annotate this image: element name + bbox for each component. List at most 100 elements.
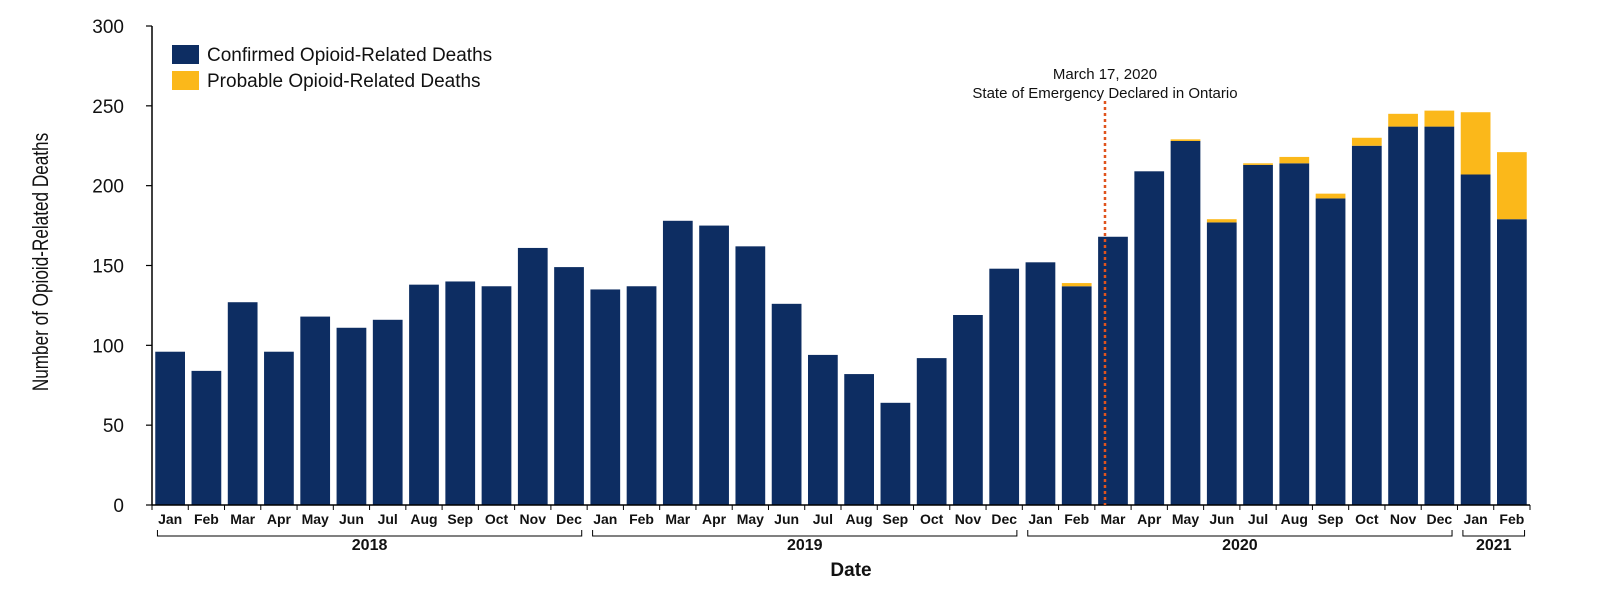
x-tick-label: Jul [1248, 511, 1268, 527]
bar-confirmed-25 [1061, 286, 1092, 505]
bars-layer [155, 110, 1527, 506]
bar-confirmed-0 [155, 351, 185, 505]
x-tick-label: Aug [846, 511, 873, 527]
x-tick-label: Dec [1426, 511, 1452, 527]
x-tick-label: Feb [629, 511, 654, 527]
x-tick-label: Jan [593, 511, 617, 527]
year-bracket [156, 530, 583, 537]
y-ticks: 0 50 100 150 200 250 300 [92, 17, 152, 517]
bar-confirmed-34 [1388, 126, 1418, 505]
x-tick-label: May [737, 511, 764, 527]
year-label: 2020 [1222, 537, 1258, 554]
x-tick-label: Apr [267, 511, 292, 527]
bar-confirmed-15 [699, 225, 729, 505]
legend: Confirmed Opioid-Related Deaths Probable… [172, 45, 492, 92]
bar-confirmed-27 [1134, 171, 1165, 506]
x-tick-label: Sep [447, 511, 473, 527]
x-tick-label: Oct [485, 511, 509, 527]
bar-confirmed-1 [191, 370, 222, 505]
bar-confirmed-20 [880, 402, 911, 505]
bar-probable-33 [1351, 137, 1382, 146]
bar-confirmed-10 [517, 247, 548, 505]
bar-confirmed-33 [1351, 145, 1382, 505]
bar-confirmed-28 [1170, 140, 1201, 505]
y-tick-label: 200 [92, 177, 124, 198]
x-tick-label: Feb [194, 511, 219, 527]
x-tick-label: Jul [378, 511, 398, 527]
bar-confirmed-22 [953, 315, 983, 505]
year-bracket [1027, 530, 1453, 537]
bar-probable-36 [1460, 112, 1491, 175]
x-tick-label: Jun [774, 511, 799, 527]
annotation-date-text: March 17, 2020 [1053, 66, 1157, 83]
bar-probable-30 [1243, 163, 1273, 165]
annotation-event-text: State of Emergency Declared in Ontario [972, 85, 1237, 102]
x-tick-label: Jan [1028, 511, 1052, 527]
x-tick-label: May [302, 511, 329, 527]
bar-confirmed-32 [1315, 198, 1346, 505]
bar-confirmed-17 [771, 303, 802, 505]
year-label: 2019 [787, 537, 823, 554]
emergency-annotation: March 17, 2020 State of Emergency Declar… [972, 66, 1238, 505]
x-tick-label: Aug [410, 511, 437, 527]
bar-probable-32 [1315, 193, 1346, 199]
bar-confirmed-21 [916, 358, 947, 505]
bar-probable-34 [1388, 113, 1418, 127]
y-tick-label: 150 [92, 257, 124, 278]
x-tick-label: Jan [158, 511, 182, 527]
bar-confirmed-36 [1460, 174, 1491, 506]
bar-confirmed-24 [1025, 262, 1056, 505]
legend-label-probable: Probable Opioid-Related Deaths [207, 71, 481, 92]
bar-confirmed-14 [662, 220, 693, 506]
y-axis-title: Number of Opioid-Related Deaths [29, 133, 54, 391]
x-tick-label: Dec [556, 511, 582, 527]
bar-probable-37 [1497, 152, 1527, 220]
bar-confirmed-37 [1497, 219, 1527, 505]
bar-confirmed-31 [1279, 163, 1310, 505]
x-tick-label: Jun [339, 511, 364, 527]
x-tick-label: Aug [1281, 511, 1308, 527]
bar-confirmed-30 [1243, 164, 1273, 505]
year-label: 2021 [1476, 537, 1512, 554]
y-tick-label: 300 [92, 17, 124, 38]
year-label: 2018 [352, 537, 388, 554]
x-tick-label: Oct [1355, 511, 1379, 527]
legend-label-confirmed: Confirmed Opioid-Related Deaths [207, 45, 492, 66]
x-ticks: Jan Feb Mar Apr May Jun Jul Aug Sep Oct Nov Dec Jan F… [151, 505, 1531, 527]
bar-confirmed-13 [626, 286, 657, 505]
x-tick-label: Mar [230, 511, 255, 527]
bar-confirmed-3 [264, 351, 294, 505]
bar-confirmed-2 [227, 302, 258, 505]
x-tick-label: Mar [1101, 511, 1126, 527]
x-tick-label: Apr [702, 511, 727, 527]
y-tick-label: 50 [103, 416, 124, 437]
x-tick-label: Apr [1137, 511, 1162, 527]
bar-confirmed-23 [989, 268, 1020, 505]
x-tick-label: Dec [991, 511, 1017, 527]
bar-confirmed-6 [372, 319, 403, 505]
bar-probable-31 [1279, 156, 1310, 164]
bar-confirmed-19 [844, 374, 874, 505]
x-tick-label: Jul [813, 511, 833, 527]
bar-confirmed-9 [481, 286, 512, 505]
bar-confirmed-7 [409, 284, 439, 505]
bar-confirmed-29 [1206, 222, 1237, 505]
x-tick-label: May [1172, 511, 1199, 527]
year-bracket [1462, 530, 1526, 537]
legend-swatch-probable [172, 71, 199, 90]
x-tick-label: Nov [520, 511, 547, 527]
x-tick-label: Oct [920, 511, 944, 527]
year-bracket [592, 530, 1018, 537]
x-tick-label: Mar [665, 511, 690, 527]
bar-confirmed-5 [336, 327, 367, 505]
bar-confirmed-26 [1098, 236, 1128, 505]
bar-probable-29 [1206, 219, 1237, 223]
bar-probable-35 [1424, 110, 1455, 127]
x-tick-label: Nov [955, 511, 982, 527]
x-tick-label: Feb [1064, 511, 1089, 527]
x-tick-label: Nov [1390, 511, 1417, 527]
bar-confirmed-18 [808, 354, 838, 505]
bar-confirmed-8 [445, 281, 476, 505]
legend-swatch-confirmed [172, 45, 199, 64]
